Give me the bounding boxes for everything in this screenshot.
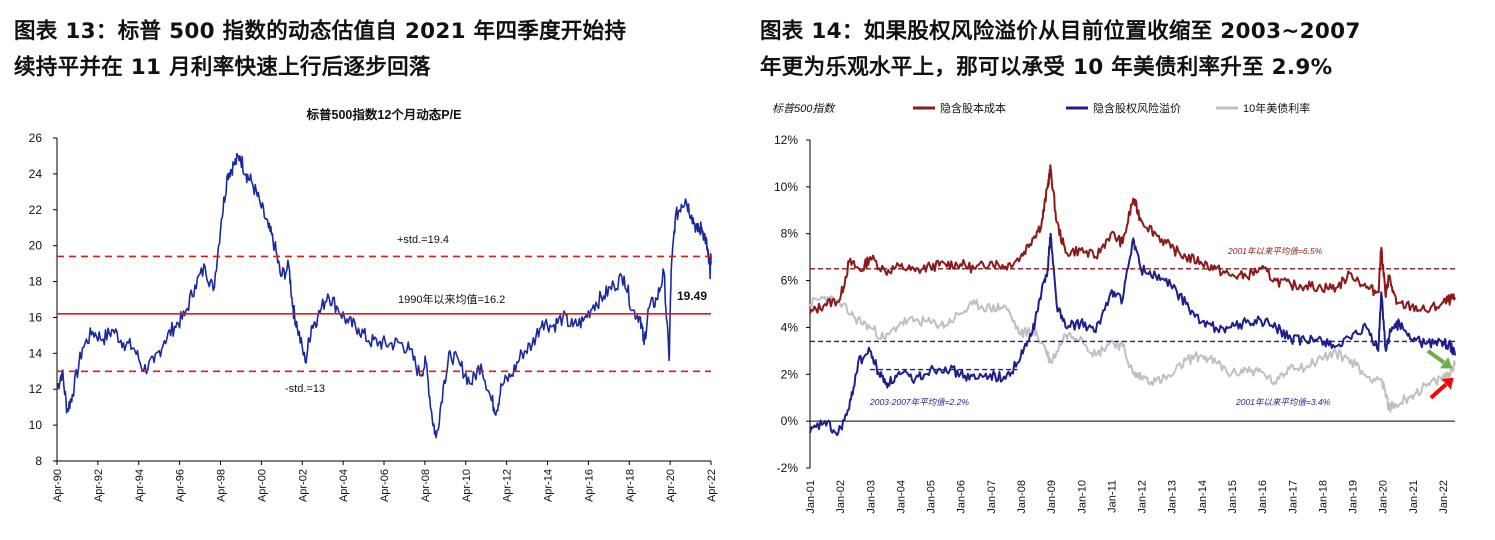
x-tick-label: Apr-04 [338,469,350,502]
x-tick-label: Jan-01 [805,480,817,514]
reference-line-label: 2001年以来平均值=3.4% [1235,397,1331,407]
x-tick-label: Jan-17 [1287,480,1299,514]
legend-label: 隐含股本成本 [940,101,1006,115]
reference-line-label: 1990年以来均值=16.2 [398,292,505,306]
figure-heading: 图表 14：如果股权风险溢价从目前位置收缩至 2003~2007 年更为乐观水平上… [760,14,1485,86]
x-tick-label: Apr-10 [461,469,473,502]
x-tick-label: Jan-02 [835,480,847,514]
y-tick-label: 26 [29,131,43,145]
y-tick-label: 4% [781,320,799,334]
x-tick-label: Apr-02 [297,469,309,502]
y-tick-label: 2% [781,367,799,381]
y-tick-label: 22 [29,203,43,217]
series-line [809,295,1456,413]
x-tick-label: Jan-15 [1227,480,1239,514]
figure-heading-line-1: 图表 14：如果股权风险溢价从目前位置收缩至 2003~2007 [760,19,1361,44]
x-tick-label: Apr-94 [134,469,146,502]
red-arrow-shaft [1429,382,1448,400]
x-tick-label: Jan-16 [1257,480,1269,514]
legend-label: 隐含股权风险溢价 [1093,101,1181,115]
x-tick-label: Jan-07 [986,480,998,514]
chart-title: 标普500指数12个月动态P/E [306,107,462,122]
x-tick-label: Apr-06 [379,469,391,502]
x-tick-label: Jan-12 [1137,480,1149,514]
y-tick-label: 12% [774,133,798,147]
chart-panel-erp: 图表 14：如果股权风险溢价从目前位置收缩至 2003~2007 年更为乐观水平上… [748,0,1495,540]
chart-panel-pe: 图表 13：标普 500 指数的动态估值自 2021 年四季度开始持 续持平并在 … [0,0,745,540]
pe-series-line [56,152,712,439]
x-tick-label: Jan-22 [1438,480,1450,514]
reference-line-label: 2003-2007年平均值=2.2% [869,397,969,407]
x-tick-label: Apr-22 [706,469,718,502]
legend-label: 10年美债利率 [1243,101,1310,115]
x-tick-label: Jan-13 [1167,480,1179,514]
x-tick-label: Apr-92 [93,469,105,502]
x-tick-label: Jan-19 [1348,480,1360,514]
reference-line-label: 2001年以来平均值=6.5% [1227,246,1323,256]
x-tick-label: Jan-05 [926,480,938,514]
y-tick-label: -2% [777,461,799,475]
x-tick-label: Apr-00 [256,469,268,502]
x-tick-label: Apr-18 [624,469,636,502]
x-tick-label: Jan-21 [1408,480,1420,514]
pe-line-chart: 标普500指数12个月动态P/E 8 10 12 14 16 18 20 22 24 26 Apr-9… [29,107,718,502]
y-tick-label: 6% [781,274,799,288]
x-tick-label: Jan-06 [956,480,968,514]
erp-line-chart: 标普500指数 隐含股本成本 隐含股权风险溢价 10年美债利率 -2% 0% 2% 4% 6% 8… [772,101,1456,514]
y-tick-label: 16 [29,310,43,324]
reference-line-label: -std.=13 [285,383,325,395]
x-tick-label: Apr-96 [175,469,187,502]
x-tick-label: Jan-03 [865,480,877,514]
figure-heading-line-2: 年更为乐观水平上，那可以承受 10 年美债利率升至 2.9% [760,55,1333,80]
x-tick-label: Jan-18 [1317,480,1329,514]
x-tick-label: Jan-08 [1016,480,1028,514]
x-tick-label: Jan-20 [1378,480,1390,514]
y-tick-label: 18 [29,275,43,289]
y-tick-label: 20 [29,239,43,253]
last-value-label: 19.49 [677,289,707,303]
y-tick-label: 10% [774,180,798,194]
y-tick-label: 24 [29,167,43,181]
green-arrow-head [1439,357,1452,369]
y-tick-label: 8% [781,227,799,241]
figure-heading-line-2: 续持平并在 11 月利率快速上行后逐步回落 [14,55,431,80]
x-tick-label: Apr-08 [420,469,432,502]
y-tick-label: 0% [781,414,799,428]
y-tick-label: 10 [29,418,43,432]
y-tick-label: 14 [29,346,43,360]
y-tick-label: 12 [29,382,43,396]
x-tick-label: Jan-14 [1197,480,1209,514]
series-line [809,164,1456,314]
x-tick-label: Apr-12 [502,469,514,502]
x-tick-label: Jan-10 [1076,480,1088,514]
red-arrow-head [1441,377,1454,390]
x-tick-label: Apr-90 [52,469,64,502]
x-tick-label: Apr-20 [665,469,677,502]
figure-heading: 图表 13：标普 500 指数的动态估值自 2021 年四季度开始持 续持平并在 … [14,14,739,86]
reference-line-label: +std.=19.4 [397,234,449,246]
y-tick-label: 8 [35,454,42,468]
x-tick-label: Apr-14 [543,469,555,502]
x-tick-label: Jan-09 [1046,480,1058,514]
x-tick-label: Apr-16 [583,469,595,502]
figure-heading-line-1: 图表 13：标普 500 指数的动态估值自 2021 年四季度开始持 [14,19,627,44]
x-tick-label: Apr-98 [216,469,228,502]
x-tick-label: Jan-04 [895,480,907,514]
green-arrow-shaft [1426,349,1446,365]
y-axis-title: 标普500指数 [772,102,836,115]
x-tick-label: Jan-11 [1106,480,1118,513]
